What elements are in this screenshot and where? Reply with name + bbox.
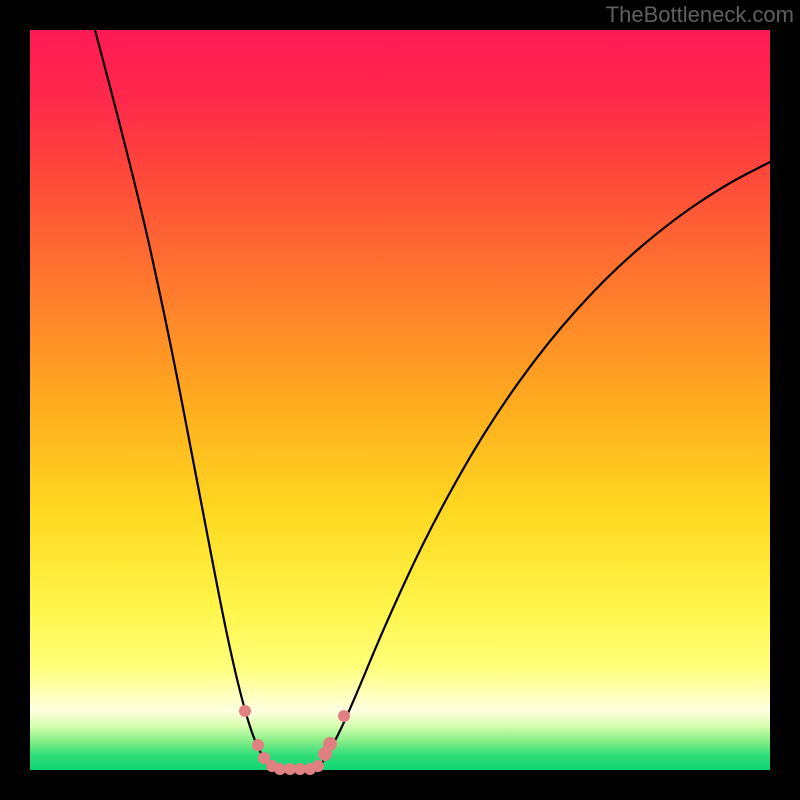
- chart-container: TheBottleneck.com: [0, 0, 800, 800]
- bottleneck-chart: [0, 0, 800, 800]
- watermark-text: TheBottleneck.com: [606, 2, 794, 28]
